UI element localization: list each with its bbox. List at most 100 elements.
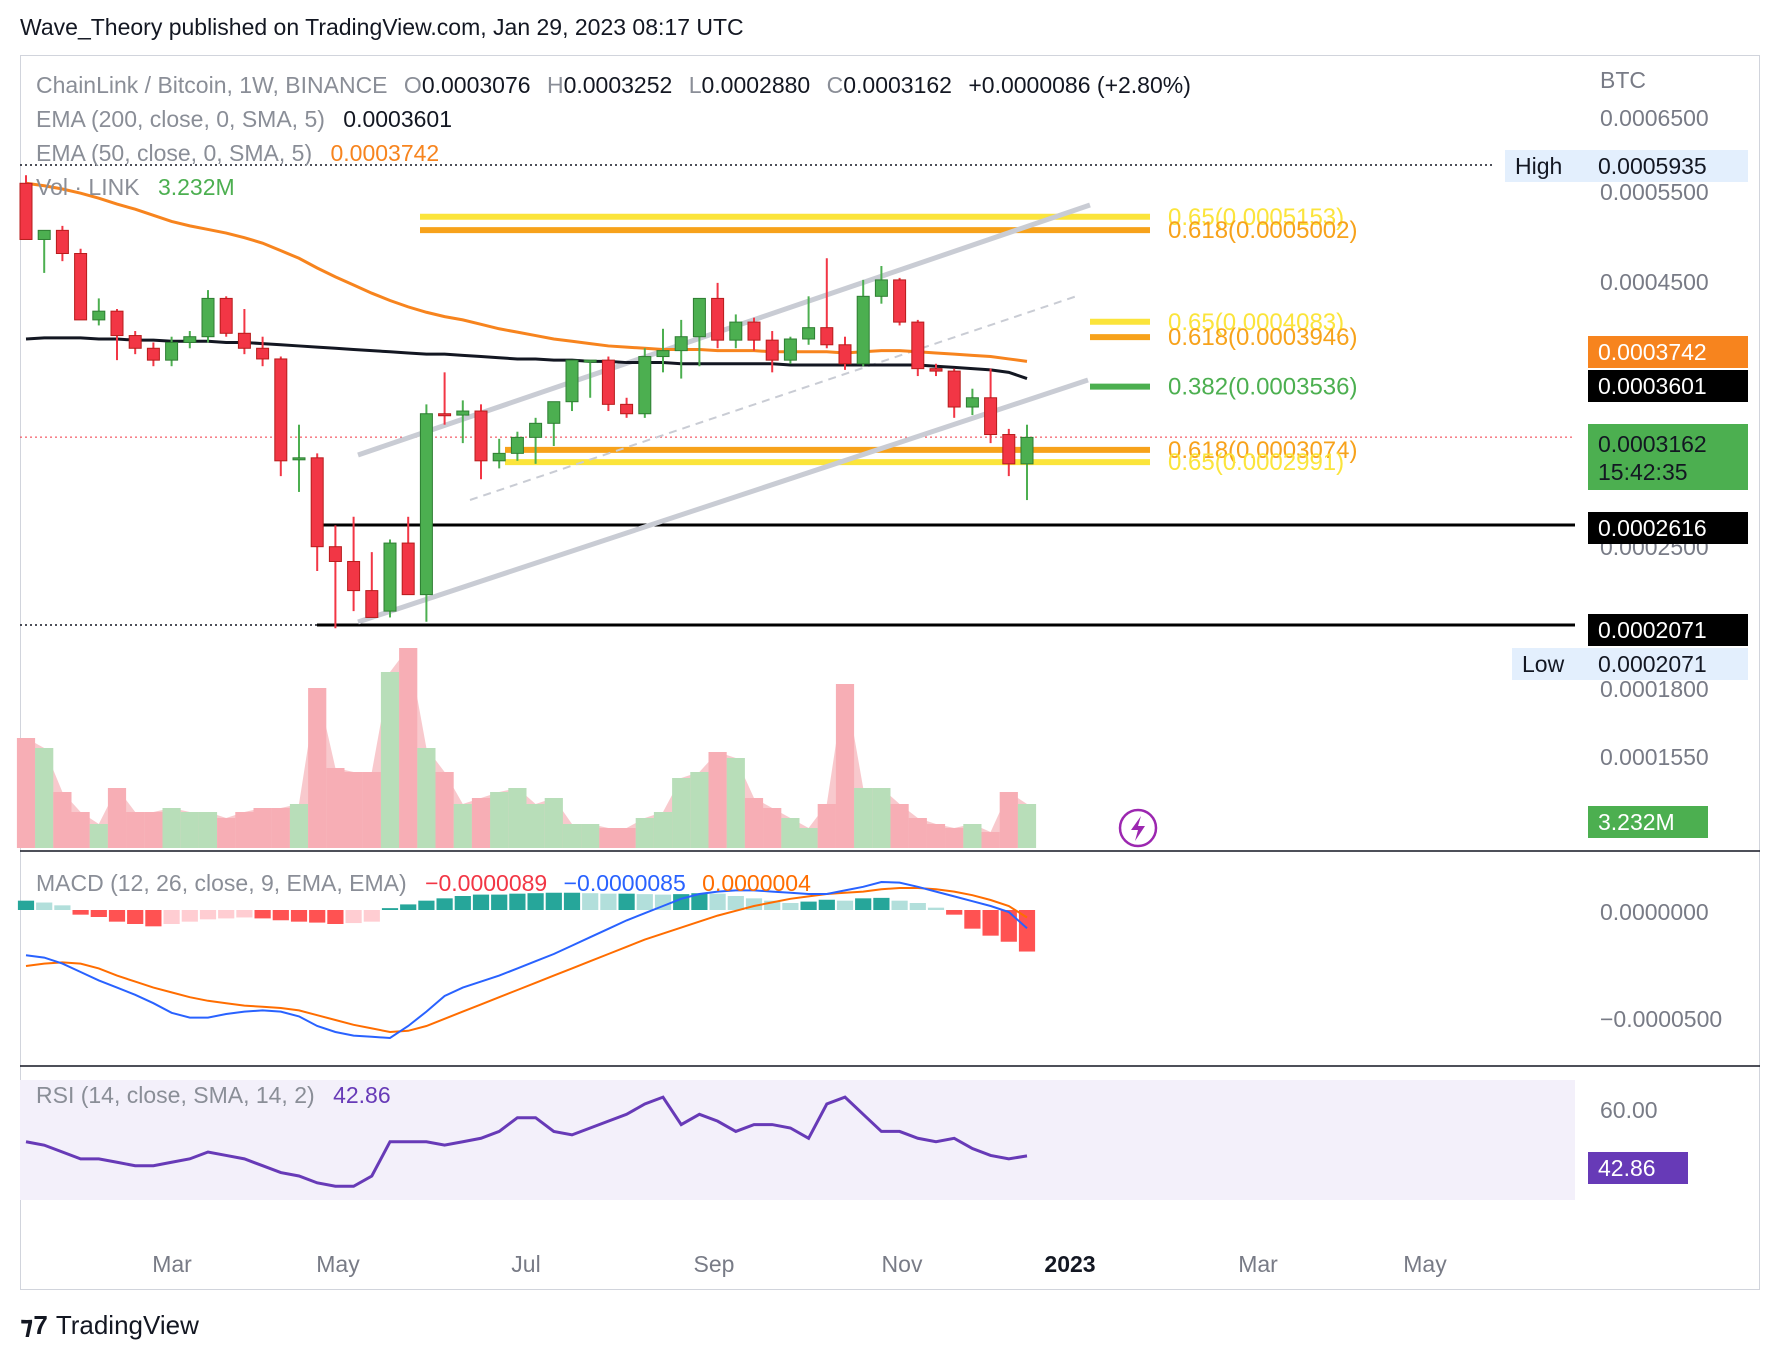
- macd-line: [25, 880, 1028, 1040]
- candle-body: [783, 338, 797, 361]
- volume-bar: [399, 648, 418, 848]
- candle-body: [874, 279, 888, 297]
- macd-histogram-bar: [108, 910, 126, 922]
- candle-body: [893, 279, 907, 323]
- macd-histogram-bar: [418, 900, 435, 910]
- lightning-bolt-icon: [1131, 816, 1145, 841]
- macd-histogram-bar: [17, 900, 35, 910]
- macd-legend[interactable]: MACD (12, 26, close, 9, EMA, EMA) −0.000…: [36, 870, 811, 897]
- rsi-legend[interactable]: RSI (14, close, SMA, 14, 2) 42.86: [36, 1082, 391, 1109]
- macd-histogram-bar: [181, 910, 198, 922]
- rsi-label: RSI (14, close, SMA, 14, 2): [36, 1082, 315, 1108]
- volume-bar: [744, 798, 764, 848]
- macd-signal-line: [25, 887, 1028, 1034]
- macd-histogram-bar: [363, 910, 380, 922]
- volume-bar: [544, 798, 563, 848]
- macd-histogram-bar: [800, 901, 817, 910]
- macd-histogram-bar: [199, 910, 217, 920]
- candle-body: [802, 327, 816, 340]
- volume-bar: [908, 818, 927, 848]
- volume-bar: [235, 812, 254, 848]
- macd-histogram-bar: [745, 898, 763, 910]
- macd-histogram-bar: [618, 893, 635, 910]
- candle-body: [201, 297, 215, 338]
- macd-histogram-bar: [982, 910, 999, 936]
- candle-body: [165, 341, 179, 361]
- volume-bar: [217, 818, 236, 848]
- macd-histogram-bar: [90, 910, 107, 917]
- candle-body: [237, 332, 251, 349]
- volume-value: 3.232M: [157, 174, 235, 200]
- ema200-legend[interactable]: EMA (200, close, 0, SMA, 5) 0.0003601: [36, 106, 452, 133]
- macd-histogram-bar: [527, 893, 544, 910]
- macd-histogram-bar: [1018, 910, 1036, 952]
- fib-level-label: 0.618(0.0003074): [1168, 437, 1358, 464]
- volume-bar: [107, 788, 127, 848]
- macd-histogram-bar: [254, 910, 271, 919]
- rsi-axis-tick: 60.00: [1600, 1097, 1658, 1123]
- chart-frame[interactable]: [20, 55, 1760, 1290]
- volume-bar: [508, 788, 527, 848]
- macd-histogram-bar: [709, 893, 726, 910]
- volume-bar: [253, 808, 272, 848]
- volume-bar: [53, 792, 72, 848]
- x-axis-label: Jul: [511, 1251, 540, 1277]
- macd-histogram-bar: [1000, 910, 1017, 942]
- open-value: 0.0003076: [421, 72, 531, 98]
- macd-histogram-bar: [54, 905, 71, 910]
- volume-bar: [289, 804, 309, 848]
- candle-body: [183, 336, 197, 343]
- rsi-value: 42.86: [333, 1082, 391, 1108]
- x-axis-label: May: [1403, 1251, 1447, 1277]
- macd-histogram-bar: [327, 910, 344, 924]
- macd-axis-tick: 0.0000000: [1600, 899, 1709, 925]
- volume-label: Vol · LINK: [36, 174, 140, 200]
- volume-bar: [763, 808, 782, 848]
- candle-body: [128, 335, 142, 349]
- symbol-name: ChainLink / Bitcoin, 1W, BINANCE: [36, 72, 388, 98]
- candle-body: [711, 297, 725, 341]
- ema200-tag-bg: [1588, 370, 1748, 402]
- macd-histogram-bar: [964, 910, 981, 929]
- macd-histogram-bar: [127, 910, 144, 924]
- volume-bar: [599, 828, 618, 848]
- volume-bar: [617, 828, 636, 848]
- high-value: 0.0003252: [563, 72, 673, 98]
- rsi-tag: 42.86: [1598, 1155, 1656, 1181]
- volume-bar: [854, 788, 873, 848]
- tradingview-footer[interactable]: ⁊7 TradingView: [20, 1310, 199, 1341]
- macd-histogram-bar: [509, 893, 526, 910]
- ema200-tag: 0.0003601: [1598, 373, 1707, 399]
- candle-body: [492, 452, 506, 462]
- close-label: C: [826, 72, 844, 98]
- ema50-value: 0.0003742: [330, 140, 440, 166]
- tradingview-wordmark: TradingView: [55, 1310, 199, 1340]
- candle-body: [419, 413, 433, 596]
- fib-level-label: 0.618(0.0005002): [1168, 217, 1358, 244]
- candle-body: [438, 413, 452, 417]
- high-tag-label-bg: [1505, 150, 1588, 182]
- volume-legend[interactable]: Vol · LINK 3.232M: [36, 174, 235, 201]
- price-axis-tick: 0.0006500: [1600, 105, 1709, 131]
- volume-bar: [71, 812, 90, 848]
- volume-bar: [562, 824, 582, 848]
- macd-histogram-bar: [309, 910, 326, 923]
- candle-body: [583, 359, 597, 363]
- price-axis-tick: 0.0001550: [1600, 744, 1709, 770]
- volume-bar: [89, 824, 108, 848]
- low-tag-value: 0.0002071: [1598, 651, 1707, 677]
- macd-histogram-bar: [654, 894, 672, 910]
- candle-body: [601, 359, 615, 405]
- ema50-legend[interactable]: EMA (50, close, 0, SMA, 5) 0.0003742: [36, 140, 439, 167]
- volume-bar: [453, 804, 472, 848]
- candle-body: [929, 368, 943, 372]
- volume-bar: [890, 804, 909, 848]
- macd-histogram-bar: [36, 902, 53, 910]
- volume-bar: [872, 788, 891, 848]
- volume-tag: 3.232M: [1598, 809, 1675, 835]
- candle-body: [401, 542, 415, 596]
- candle-body: [765, 339, 779, 361]
- fib-level-label: 0.65(0.0004083): [1168, 309, 1344, 336]
- high-label: H: [546, 72, 564, 98]
